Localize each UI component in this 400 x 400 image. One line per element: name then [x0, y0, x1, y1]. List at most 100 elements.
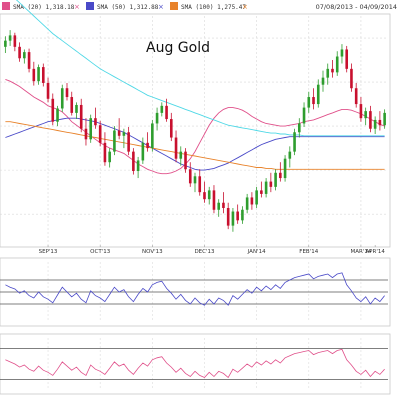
- candle-body: [222, 202, 225, 209]
- candle-body: [297, 123, 301, 133]
- candle-body: [117, 130, 121, 136]
- candle-body: [51, 98, 55, 122]
- candle-body: [260, 190, 263, 194]
- candle-body: [98, 125, 102, 143]
- candle-body: [359, 104, 363, 119]
- candle: [122, 128, 126, 149]
- candle: [203, 181, 206, 203]
- candle-body: [13, 35, 17, 47]
- candle: [279, 162, 282, 182]
- candle: [46, 77, 50, 103]
- candle-body: [279, 172, 282, 179]
- candle-body: [8, 35, 12, 41]
- candle: [312, 88, 315, 110]
- x-tick-label-7: APR'14: [365, 249, 385, 255]
- candle-body: [250, 197, 254, 205]
- candle-body: [174, 137, 178, 159]
- candle: [160, 102, 164, 117]
- ma-line-3: [15, 0, 385, 137]
- candle-body: [32, 68, 36, 82]
- candle: [373, 116, 377, 135]
- x-tick-label-4: JAN'14: [247, 249, 266, 255]
- candle-body: [89, 118, 93, 140]
- candle-body: [122, 132, 126, 136]
- candle-body: [65, 88, 69, 98]
- candle-body: [316, 84, 320, 105]
- candle-body: [345, 49, 349, 69]
- legend-close-0[interactable]: ×: [74, 3, 80, 11]
- candle-body: [136, 160, 140, 172]
- candle: [217, 199, 221, 217]
- candle-body: [160, 105, 164, 113]
- legend-swatch-0: [2, 2, 10, 10]
- candle-body: [293, 132, 296, 152]
- candle-body: [383, 112, 386, 126]
- candle: [98, 120, 102, 147]
- legend-close-1[interactable]: ×: [158, 3, 164, 11]
- candle: [264, 178, 268, 198]
- candle: [383, 109, 386, 129]
- candle: [23, 49, 26, 64]
- x-tick-label-1: OCT'13: [90, 249, 111, 255]
- candle: [89, 114, 93, 143]
- candle-body: [207, 190, 211, 200]
- candle: [359, 97, 363, 122]
- candle: [84, 118, 88, 146]
- candle-body: [231, 211, 235, 226]
- candle-body: [169, 119, 173, 138]
- candle-body: [37, 67, 40, 82]
- candle: [103, 132, 107, 166]
- oscillator-1-grid: [0, 262, 388, 322]
- candle: [188, 162, 192, 187]
- candle-body: [217, 202, 221, 210]
- candle-body: [364, 111, 367, 119]
- legend-close-2[interactable]: ×: [242, 3, 248, 11]
- candle: [288, 146, 292, 168]
- x-tick-label-3: DEC'13: [194, 249, 215, 255]
- candle-body: [127, 132, 130, 152]
- candle: [293, 128, 296, 156]
- candle: [245, 193, 249, 214]
- candle-body: [113, 130, 116, 152]
- candle: [326, 63, 330, 85]
- candle: [236, 204, 239, 224]
- candle-body: [369, 111, 372, 129]
- candle: [250, 192, 254, 210]
- candle: [198, 169, 202, 196]
- candle: [241, 206, 244, 224]
- candle: [132, 148, 135, 175]
- candle-body: [198, 176, 202, 193]
- candle: [75, 102, 78, 120]
- candle-body: [141, 142, 145, 161]
- date-range: 07/08/2013 - 04/09/2014: [316, 3, 397, 11]
- moving-average-lines: [5, 0, 385, 175]
- candle: [226, 202, 230, 230]
- oscillator-2-series-0: [5, 348, 385, 379]
- oscillator-2-frame: [0, 333, 391, 395]
- candle-body: [212, 190, 216, 210]
- candle: [340, 44, 344, 64]
- price-panel: Aug Gold: [0, 0, 391, 248]
- candle: [165, 98, 168, 122]
- candle-body: [245, 197, 249, 210]
- ma-line-2: [5, 121, 385, 170]
- candle-body: [103, 142, 107, 163]
- candle-body: [340, 49, 344, 57]
- candle: [136, 156, 140, 179]
- oscillator-1-line: [5, 272, 385, 306]
- candle: [65, 82, 69, 101]
- candle-body: [321, 77, 325, 85]
- ma-line-1: [5, 117, 385, 171]
- candle: [354, 82, 358, 108]
- candle-body: [288, 151, 292, 159]
- chart-title: Aug Gold: [146, 40, 210, 56]
- candle: [378, 111, 382, 131]
- candle: [113, 126, 116, 156]
- candle-body: [274, 172, 277, 187]
- x-axis-labels: SEP'13 OCT'13 NOV'13 DEC'13 JAN'14 FEB'14 MAR'…: [39, 245, 385, 255]
- candle: [151, 119, 154, 152]
- legend-label-2: SMA (100) 1,275.47: [181, 4, 246, 11]
- candlesticks: [4, 30, 386, 232]
- legend-swatch-2: [170, 2, 178, 10]
- oscillator-2-grid: [0, 338, 388, 390]
